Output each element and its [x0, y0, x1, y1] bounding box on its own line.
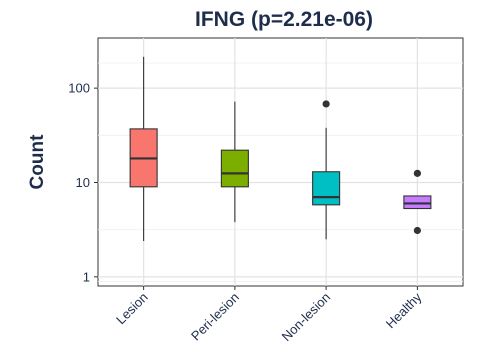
x-tick-label: Healthy	[383, 289, 425, 331]
box-non-lesion	[312, 171, 341, 206]
outlier-point	[413, 226, 421, 235]
box-healthy	[403, 195, 432, 210]
plot-panel	[97, 37, 464, 287]
x-tick-label: Peri-lesion	[188, 290, 242, 344]
y-tick-label: 100	[68, 81, 90, 96]
y-tick-label: 10	[76, 175, 90, 190]
x-tick-label: Lesion	[113, 290, 151, 328]
outlier-point	[413, 169, 421, 177]
y-tick-label: 1	[83, 269, 90, 284]
x-tick-label: Non-lesion	[279, 290, 334, 345]
box-peri-lesion	[220, 149, 249, 188]
chart-title: IFNG (p=2.21e-06)	[195, 8, 373, 31]
outlier-point	[322, 100, 330, 108]
y-axis-label: Count	[27, 134, 48, 190]
box-layer	[129, 56, 432, 241]
